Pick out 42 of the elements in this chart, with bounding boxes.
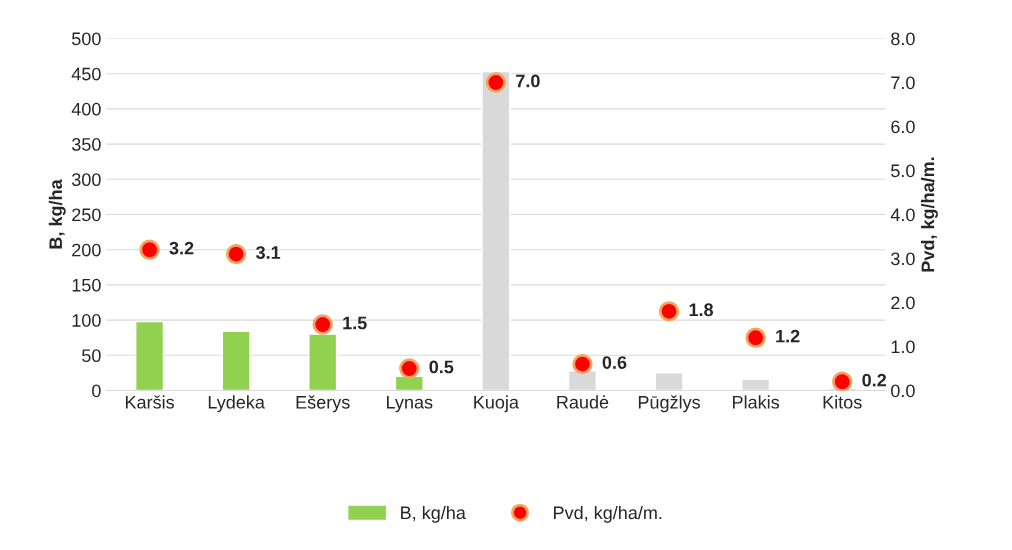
y-tick-label: 100 — [72, 314, 101, 327]
y-tick-label: 250 — [72, 208, 101, 222]
y2-tick-label: 5.0 — [891, 164, 915, 178]
y-tick-label: 0 — [92, 384, 101, 398]
x-tick-label: Kuoja — [474, 395, 519, 413]
y-axis-title: B, kg/ha — [48, 179, 66, 249]
y2-tick-label: 2.0 — [891, 296, 915, 310]
x-tick-label: Kitos — [823, 395, 862, 409]
y2-tick-label: 7.0 — [891, 76, 915, 90]
y-tick-label: 500 — [72, 32, 101, 46]
y2-tick-label: 8.0 — [891, 32, 915, 46]
data-label: 0.6 — [602, 356, 627, 369]
x-tick-label: Lydeka — [208, 395, 265, 413]
x-tick-label: Ešerys — [296, 395, 350, 413]
x-tick-label: Pūgžlys — [638, 395, 700, 413]
y-tick-label: 450 — [71, 67, 101, 81]
data-label: 0.2 — [862, 373, 887, 387]
legend-label: Pvd, kg/ha/m. — [554, 505, 662, 523]
legend-label: B, kg/ha — [401, 505, 466, 523]
y2-tick-label: 1.0 — [891, 340, 915, 354]
data-label: 1.8 — [689, 303, 714, 317]
y2-tick-label: 4.0 — [890, 208, 915, 222]
y-tick-label: 350 — [71, 138, 101, 151]
data-label: 1.5 — [343, 316, 367, 330]
data-label: 1.2 — [776, 329, 800, 343]
y-tick-label: 400 — [71, 102, 101, 116]
data-label: 3.1 — [255, 246, 281, 259]
y2-tick-label: 3.0 — [891, 252, 915, 266]
y-tick-label: 200 — [72, 243, 101, 257]
y2-axis-title: Pvd, kg/ha/m. — [921, 157, 938, 272]
x-tick-label: Raudė — [557, 395, 609, 409]
x-tick-label: Karšis — [125, 395, 174, 409]
y-tick-label: 150 — [72, 278, 101, 292]
data-label: 3.2 — [169, 241, 194, 255]
x-tick-label: Lynas — [387, 396, 433, 413]
y-tick-label: 300 — [71, 173, 101, 187]
y2-tick-label: 6.0 — [891, 120, 915, 134]
y-tick-label: 50 — [82, 349, 101, 363]
data-label: 0.5 — [429, 360, 454, 374]
x-tick-label: Plakis — [733, 395, 780, 409]
y2-tick-label: 0.0 — [891, 384, 915, 398]
data-label: 7.0 — [516, 74, 540, 88]
